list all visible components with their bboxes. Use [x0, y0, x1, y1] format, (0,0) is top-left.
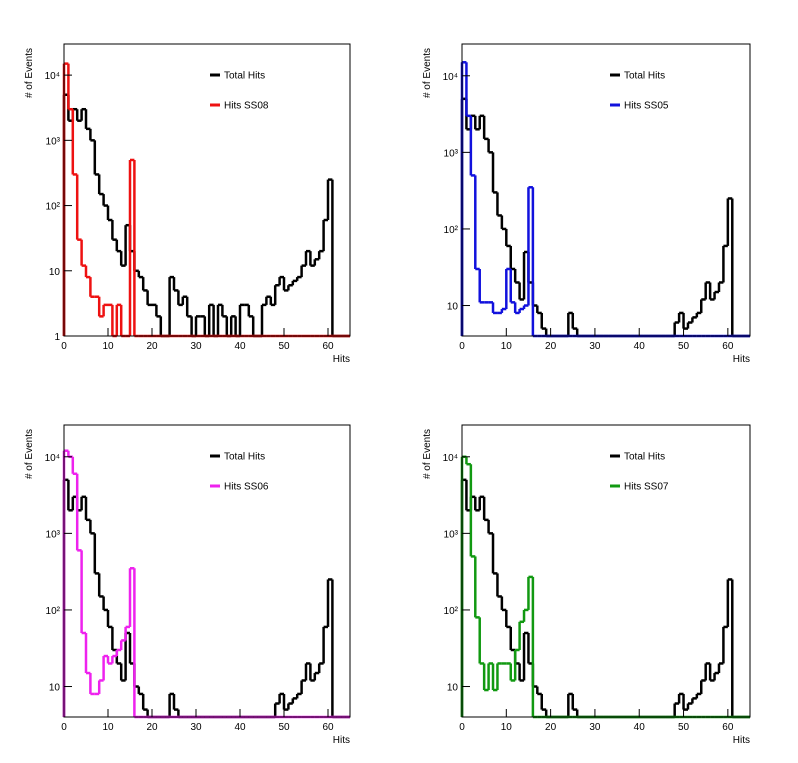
y-axis-label: # of Events	[422, 48, 433, 98]
x-axis-label: Hits	[733, 735, 750, 746]
y-tick-label: 10³	[444, 529, 459, 540]
x-tick-label: 20	[146, 341, 158, 352]
x-tick-label: 30	[190, 722, 202, 733]
x-tick-label: 40	[634, 722, 646, 733]
x-tick-label: 60	[722, 722, 734, 733]
x-tick-label: 50	[278, 722, 290, 733]
y-tick-label: 10³	[444, 148, 459, 159]
legend-label: Hits SS07	[624, 482, 669, 493]
y-tick-label: 10²	[46, 606, 61, 617]
panel: 0 10 20 30 40 50 60 10 10² 10³ 10⁴ Hits # of Events T…	[24, 424, 351, 746]
y-axis-label: # of Events	[24, 48, 35, 98]
y-tick-label: 10	[49, 267, 61, 278]
x-axis-label: Hits	[733, 354, 750, 365]
x-tick-label: 50	[678, 341, 690, 352]
x-tick-label: 0	[61, 341, 67, 352]
plot-frame	[461, 424, 751, 718]
legend-label: Total Hits	[624, 71, 665, 82]
plot-frame	[461, 43, 751, 337]
x-tick-label: 60	[322, 341, 334, 352]
y-tick-label: 10	[447, 302, 459, 313]
x-tick-label: 20	[545, 341, 557, 352]
x-tick-label: 0	[459, 722, 465, 733]
x-axis-label: Hits	[333, 735, 350, 746]
y-tick-label: 10	[49, 683, 61, 694]
x-tick-label: 10	[102, 722, 114, 733]
y-axis-label: # of Events	[24, 429, 35, 479]
y-tick-label: 1	[54, 332, 60, 343]
y-axis-label: # of Events	[422, 429, 433, 479]
legend-label: Total Hits	[624, 452, 665, 463]
x-tick-label: 30	[589, 341, 601, 352]
x-tick-label: 50	[678, 722, 690, 733]
x-tick-label: 50	[278, 341, 290, 352]
x-tick-label: 0	[459, 341, 465, 352]
y-tick-label: 10²	[46, 202, 61, 213]
x-tick-label: 40	[234, 341, 246, 352]
plot-frame	[63, 43, 351, 337]
legend-label: Hits SS08	[224, 101, 269, 112]
x-tick-label: 30	[589, 722, 601, 733]
legend-label: Hits SS05	[624, 101, 669, 112]
x-tick-label: 10	[102, 341, 114, 352]
x-tick-label: 0	[61, 722, 67, 733]
y-tick-label: 10³	[46, 136, 61, 147]
y-tick-label: 10⁴	[45, 71, 60, 82]
x-tick-label: 10	[501, 341, 513, 352]
legend-label: Total Hits	[224, 71, 265, 82]
y-tick-label: 10	[447, 683, 459, 694]
legend-label: Hits SS06	[224, 482, 269, 493]
x-tick-label: 40	[234, 722, 246, 733]
x-tick-label: 40	[634, 341, 646, 352]
y-tick-label: 10³	[46, 529, 61, 540]
plot-frame	[63, 424, 351, 718]
x-tick-label: 10	[501, 722, 513, 733]
x-tick-label: 60	[722, 341, 734, 352]
x-axis-label: Hits	[333, 354, 350, 365]
y-tick-label: 10²	[444, 606, 459, 617]
y-tick-label: 10⁴	[443, 453, 458, 464]
panel: 0 10 20 30 40 50 60 1 10 10² 10³ 10⁴ Hits # of Events…	[24, 43, 351, 365]
legend-label: Total Hits	[224, 452, 265, 463]
x-tick-label: 20	[146, 722, 158, 733]
panel: 0 10 20 30 40 50 60 10 10² 10³ 10⁴ Hits # of Events T…	[422, 424, 751, 746]
x-tick-label: 20	[545, 722, 557, 733]
x-tick-label: 60	[322, 722, 334, 733]
y-tick-label: 10⁴	[45, 453, 60, 464]
y-tick-label: 10²	[444, 225, 459, 236]
y-tick-label: 10⁴	[443, 72, 458, 83]
x-tick-label: 30	[190, 341, 202, 352]
panel: 0 10 20 30 40 50 60 10 10² 10³ 10⁴ Hits # of Events T…	[422, 43, 751, 365]
